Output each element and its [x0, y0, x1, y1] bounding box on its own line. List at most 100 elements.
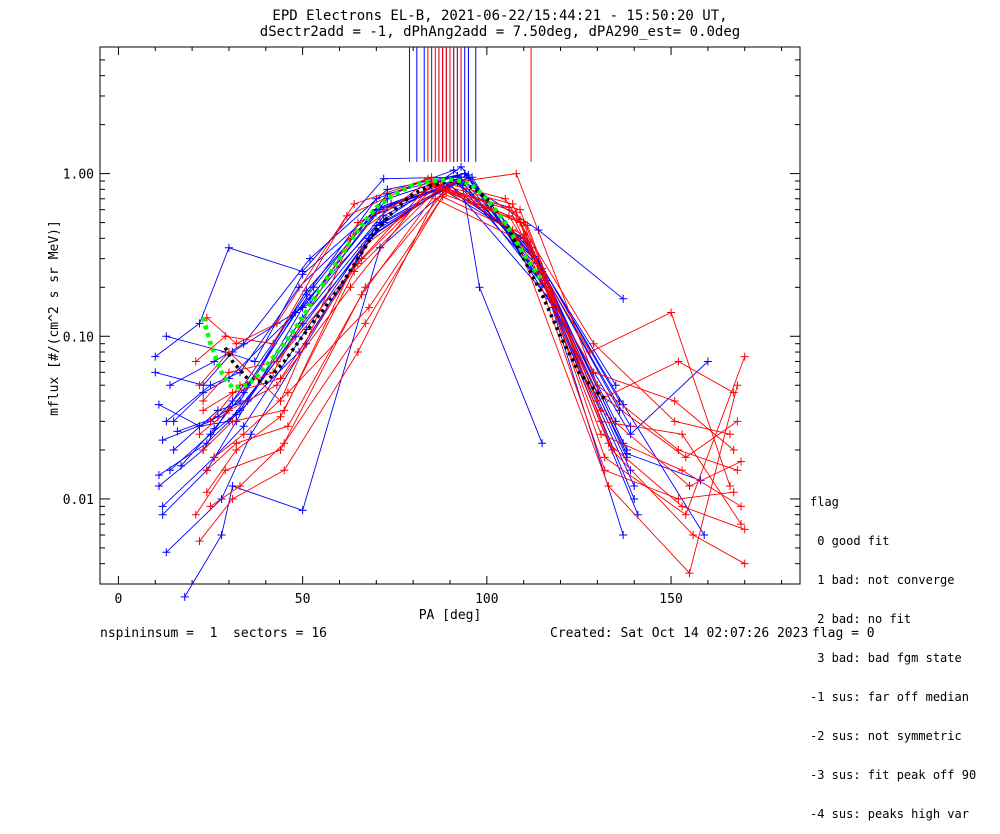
data-point	[199, 406, 208, 415]
data-point	[512, 208, 521, 217]
data-point	[195, 430, 204, 439]
series-27	[191, 174, 734, 439]
data-point	[681, 453, 690, 462]
data-point	[232, 445, 241, 454]
data-point	[239, 388, 248, 397]
data-point	[195, 319, 204, 328]
data-point	[604, 482, 613, 491]
data-point	[674, 494, 683, 503]
data-point	[191, 357, 200, 366]
data-point	[206, 381, 215, 390]
data-point	[689, 531, 698, 540]
data-point	[239, 430, 248, 439]
series-line	[155, 176, 624, 357]
data-point	[516, 215, 524, 224]
data-point	[342, 211, 351, 220]
data-point	[206, 430, 215, 439]
data-point	[280, 466, 289, 475]
data-point	[210, 453, 219, 462]
fit-curve	[201, 177, 544, 391]
data-point	[224, 406, 233, 415]
series-30	[199, 181, 746, 491]
data-point	[217, 531, 226, 540]
legend-item: 3 bad: bad fgm state	[810, 651, 962, 665]
data-point	[586, 348, 594, 357]
data-point	[309, 283, 318, 292]
data-point	[298, 506, 307, 515]
data-point	[272, 381, 281, 390]
data-point	[177, 461, 186, 470]
data-point	[191, 510, 200, 519]
legend-title: flag	[810, 495, 839, 509]
data-point	[298, 270, 307, 279]
data-point	[306, 254, 314, 263]
data-point	[232, 339, 241, 348]
data-point	[512, 169, 521, 178]
data-point	[236, 482, 244, 491]
data-point	[667, 308, 676, 317]
data-point	[206, 417, 215, 426]
series-line	[155, 176, 639, 515]
data-point	[685, 482, 694, 491]
footer-flag: flag = 0	[812, 626, 875, 641]
data-point	[589, 368, 598, 377]
data-point	[228, 388, 237, 397]
data-point	[239, 422, 248, 431]
data-point	[350, 200, 359, 209]
legend-item: -4 sus: peaks high var	[810, 807, 969, 821]
data-point	[737, 457, 746, 466]
data-point	[597, 406, 606, 415]
x-tick-label: 50	[295, 592, 311, 607]
data-point	[357, 290, 366, 299]
data-point	[199, 445, 208, 454]
fit-line	[201, 177, 544, 391]
data-point	[221, 332, 230, 341]
series-line	[180, 175, 709, 467]
data-point	[608, 445, 617, 454]
data-point	[475, 283, 484, 292]
data-point	[438, 192, 447, 201]
data-point	[202, 488, 211, 497]
x-tick-label: 100	[475, 592, 498, 607]
chart-title-line1: EPD Electrons EL-B, 2021-06-22/15:44:21 …	[272, 8, 728, 24]
data-point	[224, 243, 233, 252]
data-point	[353, 348, 362, 357]
legend-item: -1 sus: far off median	[810, 690, 969, 704]
data-point	[678, 466, 687, 475]
chart-title-line2: dSectr2add = -1, dPhAng2add = 7.50deg, d…	[259, 24, 741, 40]
data-point	[199, 396, 208, 405]
series-26	[210, 187, 749, 568]
data-point	[611, 381, 620, 390]
data-point	[379, 174, 388, 183]
data-point	[619, 294, 628, 303]
data-point	[737, 502, 746, 511]
legend-item: 2 bad: no fit	[810, 612, 912, 626]
footer-created: Created: Sat Oct 14 02:07:26 2023	[550, 626, 809, 641]
data-point	[361, 319, 370, 328]
data-point	[272, 319, 281, 328]
data-point	[740, 559, 749, 568]
data-point	[729, 388, 738, 397]
median-line	[223, 179, 610, 403]
y-axis-label: mflux [#/(cm^2 s sr MeV)]	[47, 220, 62, 416]
data-point	[195, 381, 204, 390]
data-point	[464, 171, 473, 180]
data-point	[597, 430, 606, 439]
data-point	[726, 430, 734, 439]
data-point	[729, 488, 738, 497]
data-point	[151, 368, 160, 377]
data-point	[626, 430, 635, 439]
series-2	[158, 177, 631, 519]
data-point	[626, 466, 635, 475]
data-point	[681, 510, 690, 519]
data-point	[202, 466, 211, 475]
series-line	[173, 176, 635, 500]
data-point	[508, 200, 517, 209]
data-point	[619, 531, 628, 540]
data-point	[364, 303, 373, 312]
data-point	[353, 218, 362, 227]
data-point	[457, 162, 466, 171]
data-point	[346, 283, 355, 292]
data-point	[166, 381, 174, 390]
data-point	[283, 388, 292, 397]
